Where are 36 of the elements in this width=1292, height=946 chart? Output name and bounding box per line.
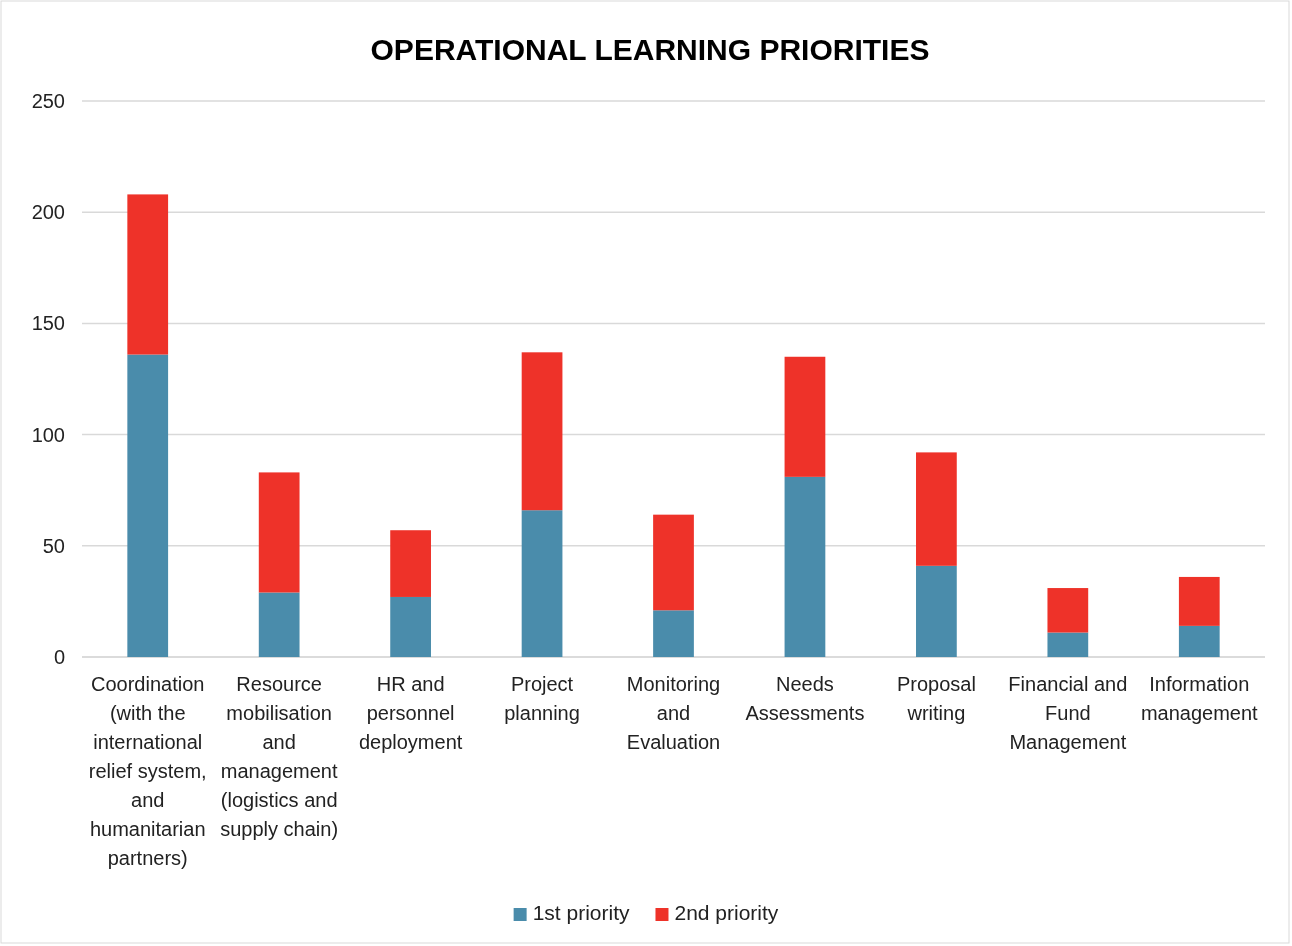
bar (258, 472, 300, 593)
bar (653, 514, 694, 611)
y-tick-label: 100 (31, 423, 65, 446)
x-tick-label: Monitoring and Evaluation (626, 673, 721, 753)
x-tick-label: Project planning (504, 673, 580, 724)
x-tick-label: HR and personnel deployment (358, 673, 463, 753)
bar (390, 596, 431, 657)
bar (521, 510, 563, 657)
x-tick-label: Financial and Fund Management (1008, 673, 1128, 753)
bar (784, 476, 826, 657)
bar (1178, 576, 1220, 626)
bar (1178, 625, 1220, 657)
bar (390, 530, 431, 597)
y-tick-label: 0 (53, 645, 65, 668)
bar (258, 592, 300, 657)
x-tick-label: Needs Assessments (745, 673, 865, 724)
y-tick-label: 200 (31, 201, 65, 224)
bar (784, 356, 826, 477)
bar (916, 565, 957, 657)
y-tick-label: 150 (31, 312, 65, 335)
x-tick-label: Resource mobilisation and management (logistics and supply chain) (220, 673, 339, 840)
y-tick-label: 50 (42, 534, 65, 557)
bar (653, 610, 694, 657)
legend-label: 1st priority (532, 901, 630, 924)
x-tick-label: Coordination (with the international relief system, and humanitarian partners) (88, 673, 207, 869)
bar (127, 354, 169, 657)
chart-title: OPERATIONAL LEARNING PRIORITIES (370, 33, 930, 66)
bar (1047, 588, 1089, 633)
x-tick-label: Proposal writing (896, 673, 976, 724)
x-tick-label: Information management (1140, 673, 1259, 724)
bar (127, 194, 169, 355)
y-tick-label: 250 (31, 89, 65, 112)
bar (1047, 632, 1089, 657)
legend-label: 2nd priority (674, 901, 779, 924)
bar (916, 452, 957, 566)
bar (521, 352, 563, 511)
